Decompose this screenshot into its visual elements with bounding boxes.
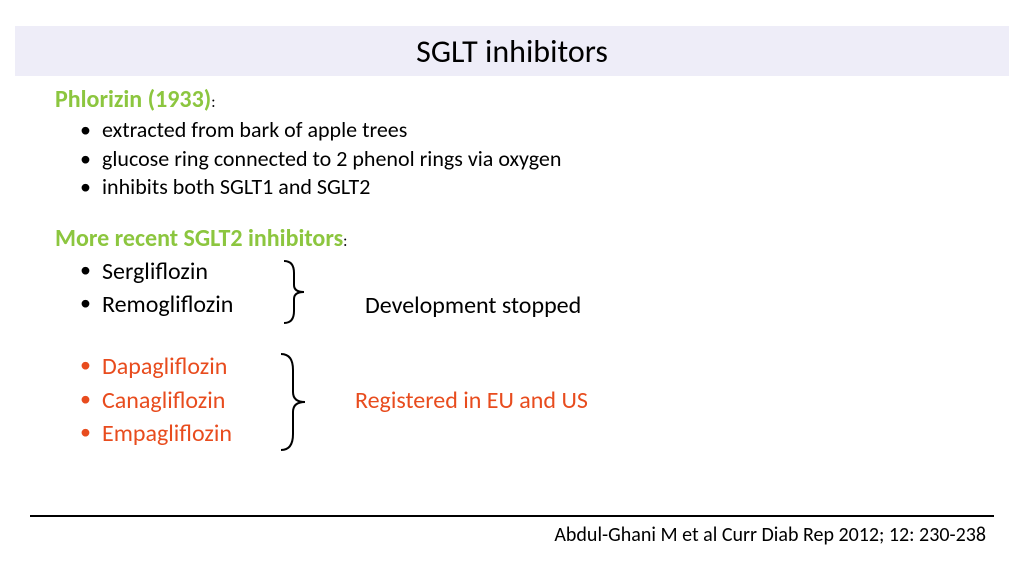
group-registered: Dapagliflozin Canagliflozin Empagliflozi… [55, 350, 984, 451]
annotation-registered: Registered in EU and US [355, 386, 588, 415]
content-area: Phlorizin (1933): extracted from bark of… [55, 85, 984, 451]
section-recent: More recent SGLT2 inhibitors: Serglifloz… [55, 224, 984, 451]
list-item: inhibits both SGLT1 and SGLT2 [80, 173, 984, 202]
divider-line [30, 515, 994, 517]
heading-recent: More recent SGLT2 inhibitors [55, 224, 343, 253]
group-stopped: Sergliflozin Remogliflozin Development s… [55, 255, 984, 322]
list-item: extracted from bark of apple trees [80, 116, 984, 145]
heading-phlorizin: Phlorizin (1933) [55, 85, 211, 114]
section-phlorizin: Phlorizin (1933): extracted from bark of… [55, 85, 984, 202]
list-item: Empagliflozin [80, 417, 984, 451]
brace-icon [280, 259, 310, 325]
list-item: Sergliflozin [80, 255, 984, 289]
brace-icon [277, 352, 311, 452]
colon: : [211, 93, 215, 112]
title-band: SGLT inhibitors [15, 26, 1009, 76]
slide: SGLT inhibitors Phlorizin (1933): extrac… [0, 0, 1024, 576]
reference-text: Abdul-Ghani M et al Curr Diab Rep 2012; … [554, 523, 986, 547]
phlorizin-list: extracted from bark of apple trees gluco… [80, 116, 984, 202]
list-item: Dapagliflozin [80, 350, 984, 384]
list-item: glucose ring connected to 2 phenol rings… [80, 145, 984, 174]
slide-title: SGLT inhibitors [416, 32, 608, 71]
annotation-stopped: Development stopped [365, 291, 581, 320]
colon: : [343, 232, 347, 251]
